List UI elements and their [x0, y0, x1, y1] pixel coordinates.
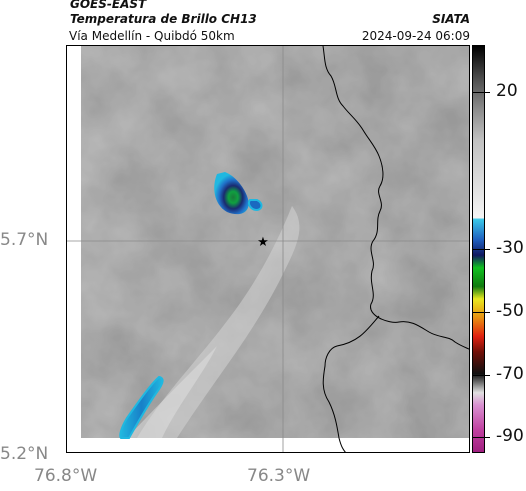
colorbar-tick-label: -90	[496, 426, 524, 447]
organization-label: SIATA	[432, 12, 470, 26]
colorbar-tick-label: -70	[496, 363, 524, 384]
colorbar-tick	[472, 249, 490, 250]
department-border-south	[322, 315, 380, 452]
longitude-label-76-3: 76.3°W	[247, 466, 311, 486]
source-title: GOES-EAST	[70, 0, 147, 11]
latitude-label-5-2: 5.2°N	[0, 444, 49, 464]
product-title: Temperatura de Brillo CH13	[70, 12, 257, 26]
convective-cell-small	[247, 199, 263, 212]
convective-cell-main	[214, 172, 249, 215]
longitude-label-76-8: 76.8°W	[34, 466, 98, 486]
colorbar-tick-label: 20	[496, 81, 518, 102]
map-canvas: ★	[67, 46, 469, 452]
colorbar-tick	[472, 92, 490, 94]
datetime-label: 2024-09-24 06:09	[361, 29, 470, 43]
colorbar-tick	[472, 437, 490, 439]
latitude-label-5-7: 5.7°N	[0, 230, 49, 250]
colorbar-tick-label: -50	[496, 300, 524, 321]
colorbar-tick-label: -30	[496, 238, 524, 258]
region-label: Vía Medellín - Quibdó 50km	[69, 29, 235, 43]
convective-band	[119, 375, 164, 439]
colorbar-tick	[472, 374, 490, 376]
department-border	[322, 46, 469, 350]
star-icon: ★	[257, 235, 269, 250]
colorbar-tick	[472, 311, 490, 313]
satellite-map[interactable]: ★	[66, 45, 470, 453]
